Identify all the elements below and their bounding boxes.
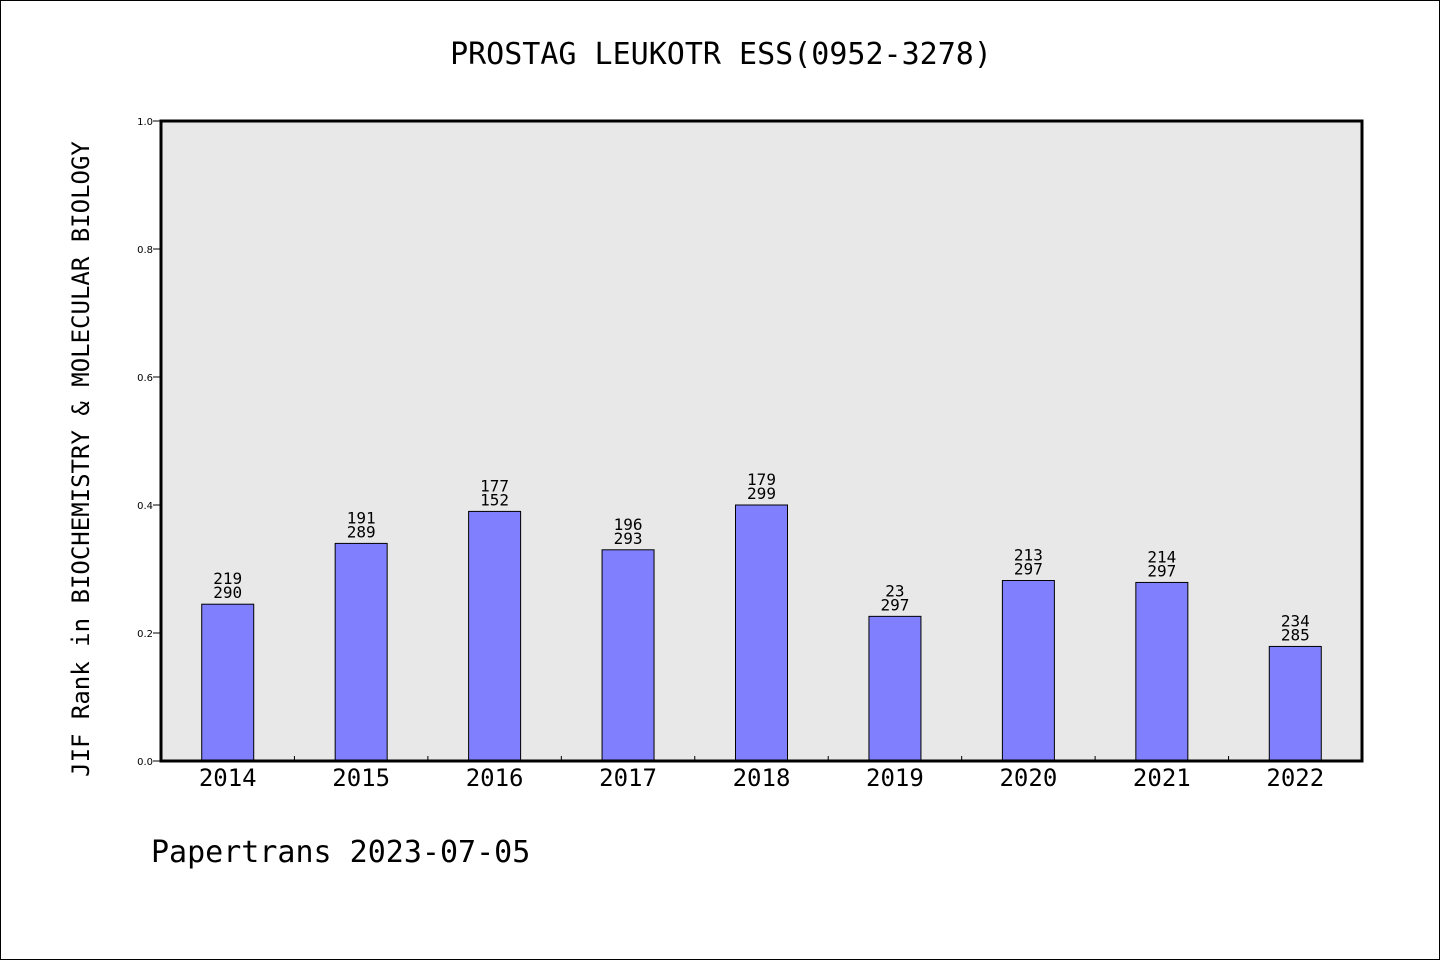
x-tick-label: 2018 — [733, 764, 791, 792]
bar-rank-label: 179 — [747, 470, 776, 489]
x-tick-label: 2019 — [866, 764, 924, 792]
bar-rank-label: 196 — [614, 515, 643, 534]
bar-rank-label: 214 — [1147, 547, 1176, 566]
bar-rank-label: 177 — [480, 476, 509, 495]
bar-rank-label: 191 — [347, 508, 376, 527]
y-tick-label: 0.0 — [137, 757, 153, 768]
x-tick-label: 2016 — [466, 764, 524, 792]
x-tick-label: 2021 — [1133, 764, 1191, 792]
bar-2015 — [334, 542, 388, 762]
bar-2018 — [735, 504, 788, 762]
bar-2020 — [1001, 580, 1055, 762]
footer-text: Papertrans 2023-07-05 — [151, 835, 531, 870]
bar-2019 — [868, 615, 922, 762]
bar-2017 — [601, 549, 655, 762]
chart-title: PROSTAG LEUKOTR ESS(0952-3278) — [450, 37, 992, 72]
bar-total-label: 289 — [347, 522, 376, 541]
bar-rank-label: 234 — [1281, 611, 1310, 630]
x-tick-label: 2020 — [999, 764, 1057, 792]
bar-2016 — [468, 510, 522, 762]
bar-total-label: 285 — [1281, 625, 1310, 644]
x-tick-label: 2022 — [1266, 764, 1324, 792]
y-tick-label: 0.6 — [137, 373, 153, 384]
y-tick-label: 1.0 — [137, 117, 153, 128]
x-tick-label: 2017 — [599, 764, 657, 792]
y-tick-label: 0.4 — [137, 501, 153, 512]
bar-rank-label: 213 — [1014, 546, 1043, 565]
bar-total-label: 297 — [880, 595, 909, 614]
bar-2021 — [1135, 581, 1189, 762]
x-tick-label: 2015 — [332, 764, 390, 792]
bar-rank-label: 219 — [213, 569, 242, 588]
bar-2014 — [201, 603, 255, 762]
bar-2022 — [1268, 645, 1322, 762]
bar-total-label: 152 — [480, 490, 509, 509]
bar-total-label: 297 — [1014, 560, 1043, 579]
y-tick-label: 0.8 — [137, 245, 153, 256]
y-tick-label: 0.2 — [137, 629, 153, 640]
bar-total-label: 293 — [614, 529, 643, 548]
bar-rank-label: 23 — [885, 581, 904, 600]
bar-total-label: 290 — [213, 583, 242, 602]
plot-border — [159, 119, 1364, 763]
x-tick-label: 2014 — [199, 764, 257, 792]
bar-total-label: 297 — [1147, 561, 1176, 580]
bar-total-label: 299 — [747, 484, 776, 503]
